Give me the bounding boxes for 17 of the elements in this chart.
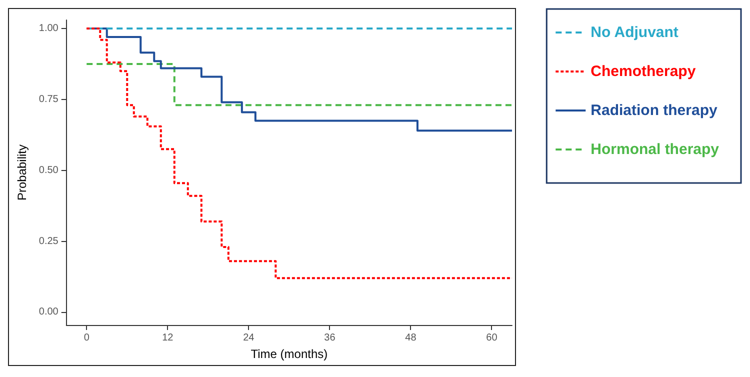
legend-label: Chemotherapy: [590, 63, 696, 80]
y-tick-label: 0.50: [38, 164, 59, 176]
x-axis-title: Time (months): [250, 346, 328, 361]
y-tick-label: 0.00: [38, 306, 59, 318]
x-tick-label: 24: [243, 332, 255, 344]
x-tick-label: 36: [324, 332, 336, 344]
x-tick-label: 12: [162, 332, 174, 344]
legend-label: No Adjuvant: [590, 24, 678, 41]
legend-label: Radiation therapy: [590, 102, 718, 119]
y-tick-label: 0.75: [38, 94, 59, 105]
y-tick-label: 0.25: [38, 236, 59, 247]
x-tick-label: 48: [405, 332, 417, 344]
y-axis-title: Probability: [15, 144, 29, 201]
x-tick-label: 0: [84, 332, 90, 344]
y-tick-label: 1.00: [38, 23, 59, 34]
x-tick-label: 60: [486, 332, 498, 344]
legend-label: Hormonal therapy: [590, 141, 720, 158]
